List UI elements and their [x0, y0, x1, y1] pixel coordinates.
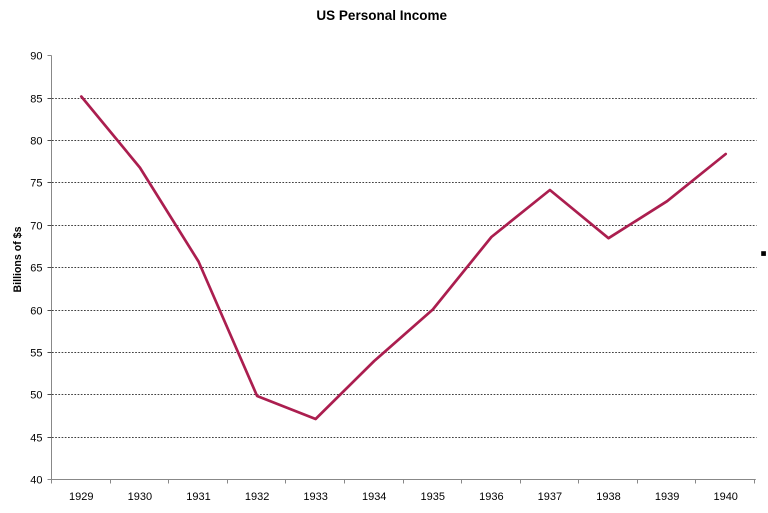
- svg-text:1939: 1939: [655, 491, 679, 503]
- svg-text:40: 40: [30, 475, 42, 487]
- svg-text:1932: 1932: [245, 491, 269, 503]
- svg-text:55: 55: [30, 348, 42, 360]
- svg-text:1930: 1930: [128, 491, 152, 503]
- svg-text:50: 50: [30, 390, 42, 402]
- svg-text:1931: 1931: [186, 491, 210, 503]
- svg-text:70: 70: [30, 221, 42, 233]
- svg-text:1936: 1936: [479, 491, 503, 503]
- svg-text:US Personal Income: US Personal Income: [316, 8, 447, 23]
- svg-text:1938: 1938: [596, 491, 620, 503]
- svg-text:90: 90: [30, 51, 42, 63]
- svg-text:45: 45: [30, 433, 42, 445]
- svg-text:60: 60: [30, 306, 42, 318]
- svg-text:65: 65: [30, 263, 42, 275]
- svg-text:1929: 1929: [69, 491, 93, 503]
- svg-text:75: 75: [30, 178, 42, 190]
- svg-text:Billions of $s: Billions of $s: [12, 226, 24, 292]
- svg-text:85: 85: [30, 94, 42, 106]
- svg-text:1933: 1933: [303, 491, 327, 503]
- svg-text:1935: 1935: [421, 491, 445, 503]
- svg-text:1937: 1937: [538, 491, 562, 503]
- svg-text:1940: 1940: [713, 491, 737, 503]
- svg-text:1934: 1934: [362, 491, 386, 503]
- svg-text:80: 80: [30, 136, 42, 148]
